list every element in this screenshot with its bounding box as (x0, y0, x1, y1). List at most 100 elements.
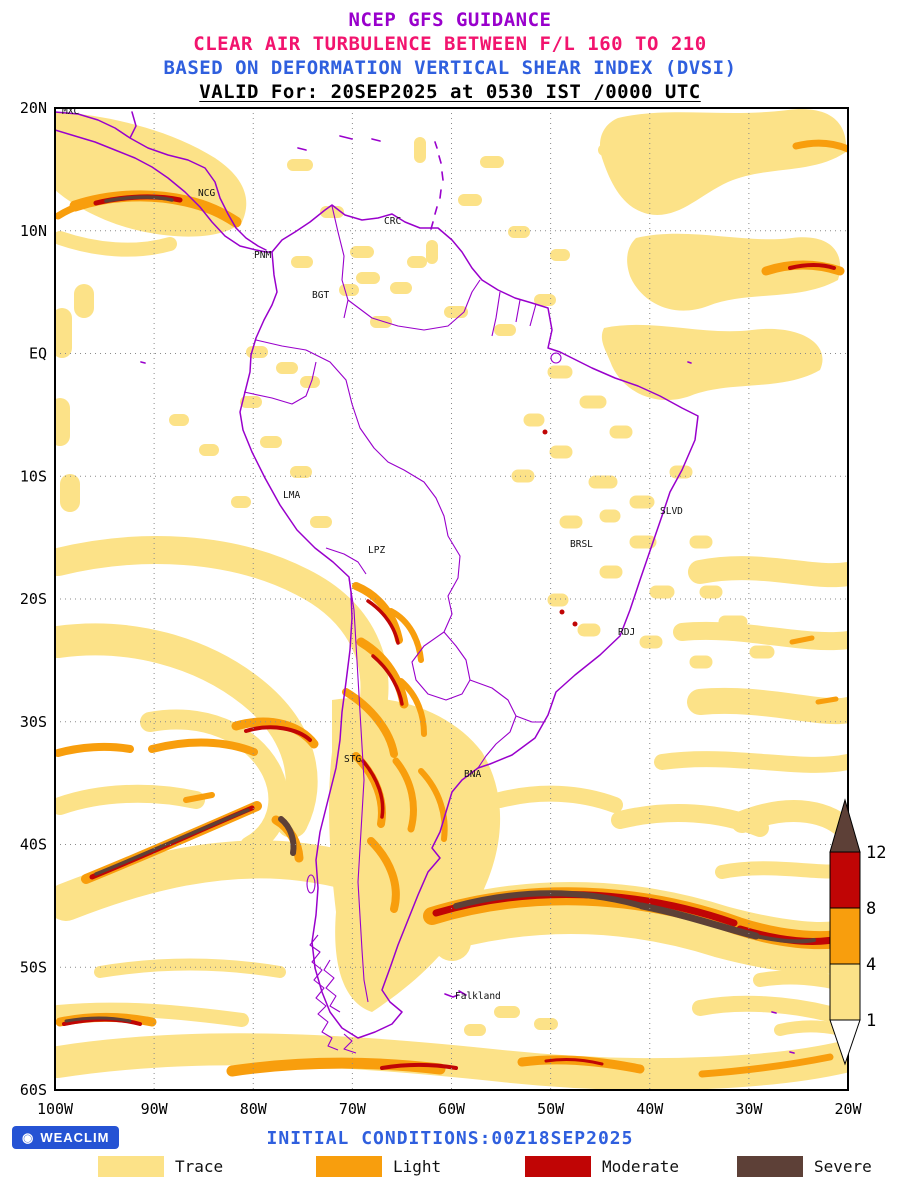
weaclim-logo-icon: ◉ (22, 1130, 35, 1145)
turbulence-light-layer (789, 635, 839, 705)
x-tick-label: 30W (735, 1100, 763, 1118)
colorbar: 12 8 4 1 (829, 798, 886, 1066)
legend-swatch-trace (98, 1156, 164, 1177)
station-label: PNM (254, 250, 271, 261)
colorbar-light-segment (829, 907, 861, 965)
x-tick-label: 100W (37, 1100, 74, 1118)
central-america-pacific-coast (55, 129, 273, 253)
turbulence-light-layer (352, 582, 403, 644)
station-label: STG (344, 754, 361, 765)
weaclim-logo: ◉ WEACLIM (12, 1126, 120, 1149)
country-borders (243, 205, 544, 1003)
x-axis-labels: 100W 90W 80W 70W 60W 50W 40W 30W 20W (37, 1100, 863, 1118)
turbulence-moderate-layer (542, 429, 548, 435)
turbulence-trace-layer (169, 129, 670, 1036)
severity-legend: Trace Light Moderate Severe (0, 1154, 900, 1186)
y-tick-label: 30S (20, 713, 47, 731)
legend-swatch-light (316, 1156, 382, 1177)
weaclim-logo-text: WEACLIM (40, 1130, 110, 1145)
y-tick-label: 10S (20, 467, 47, 485)
legend-label: Light (393, 1157, 442, 1176)
caribbean-islands (297, 135, 444, 230)
turbulence-trace-layer (140, 709, 289, 856)
turbulence-severe-layer (104, 195, 174, 203)
initial-conditions-text: INITIAL CONDITIONS:00Z18SEP2025 (266, 1128, 634, 1149)
chart-header: NCEP GFS GUIDANCE CLEAR AIR TURBULENCE B… (0, 8, 900, 104)
station-label: LMA (283, 490, 300, 501)
x-tick-label: 40W (636, 1100, 664, 1118)
y-tick-label: 20S (20, 590, 47, 608)
station-label: BRSL (570, 539, 593, 550)
y-tick-label: EQ (29, 345, 47, 363)
turbulence-trace-layer (55, 231, 177, 257)
turbulence-light-layer (148, 738, 258, 756)
turbulence-moderate-layer (62, 1017, 142, 1026)
legend-swatch-severe (737, 1156, 803, 1177)
station-label: Falkland (455, 991, 501, 1002)
station-label: LPZ (368, 545, 385, 556)
turbulence-light-layer (698, 1053, 834, 1078)
turbulence-severe-layer (64, 1016, 132, 1023)
turbulence-moderate-layer (544, 1058, 604, 1066)
grid-lines (55, 108, 848, 1090)
legend-label: Trace (175, 1157, 224, 1176)
turbulence-trace-layer (511, 365, 775, 669)
turbulence-trace-layer (55, 284, 94, 512)
colorbar-tick-label: 12 (866, 843, 886, 863)
south-america-coastline (239, 204, 699, 1039)
x-tick-label: 80W (240, 1100, 268, 1118)
y-tick-label: 20N (20, 99, 47, 117)
turbulence-trace-layer (55, 1002, 249, 1027)
turbulence-moderate-layer (366, 599, 400, 645)
colorbar-below-arrow (829, 1019, 861, 1066)
x-tick-label: 50W (537, 1100, 565, 1118)
title-valid-time: VALID For: 20SEP2025 at 0530 IST /0000 U… (199, 81, 701, 103)
chiloe-island (306, 874, 316, 894)
turbulence-light-layer (792, 139, 848, 153)
turbulence-trace-layer (55, 536, 389, 726)
turbulence-trace-layer (611, 804, 769, 837)
colorbar-trace-segment (829, 963, 861, 1021)
turbulence-light-layer (55, 742, 134, 757)
turbulence-light-layer (388, 608, 424, 663)
turbulence-moderate-layer (361, 759, 385, 819)
turbulence-trace-layer (627, 233, 841, 311)
legend-item-trace: Trace (98, 1156, 223, 1177)
coastlines (55, 111, 795, 1054)
turbulence-trace-layer (55, 784, 205, 815)
turbulence-light-layer (418, 768, 448, 842)
title-model: NCEP GFS GUIDANCE (348, 9, 552, 31)
station-labels: MXC NCG CRC PNM BGT LMA LPZ BRSL SLVD RDJ STG BNA Fa… (62, 106, 683, 1002)
legend-item-light: Light (316, 1156, 441, 1177)
x-tick-label: 90W (141, 1100, 169, 1118)
turbulence-trace-layer (55, 623, 318, 838)
legend-label: Severe (814, 1157, 872, 1176)
colorbar-tick-label: 8 (866, 899, 876, 919)
turbulence-light-layer (342, 688, 398, 758)
turbulence-light-layer (392, 757, 417, 833)
turbulence-trace-layer (715, 861, 848, 879)
marajo-island (550, 352, 562, 364)
title-method: BASED ON DEFORMATION VERTICAL SHEAR INDE… (163, 57, 737, 79)
legend-item-moderate: Moderate (525, 1156, 679, 1177)
y-tick-label: 60S (20, 1081, 47, 1099)
turbulence-trace-layer (492, 785, 623, 813)
station-label: BGT (312, 290, 329, 301)
turbulence-trace-layer (673, 621, 848, 651)
colorbar-tick-labels: 12 8 4 1 (866, 843, 886, 1031)
y-axis-labels: 20N 10N EQ 10S 20S 30S 40S 50S 60S (20, 99, 47, 1099)
turbulence-trace-layer (414, 137, 438, 264)
y-tick-label: 10N (20, 222, 47, 240)
x-tick-label: 20W (834, 1100, 862, 1118)
station-label: SLVD (660, 506, 683, 517)
colorbar-tick-label: 1 (866, 1011, 876, 1031)
turbulence-severe-layer (64, 195, 816, 1023)
turbulence-moderate-layer (572, 621, 578, 627)
turbulence-trace-layer (688, 556, 848, 588)
colorbar-moderate-segment (829, 851, 861, 909)
turbulence-trace-layer (94, 958, 286, 978)
title-product: CLEAR AIR TURBULENCE BETWEEN F/L 160 TO … (193, 33, 707, 55)
turbulence-moderate-layer (559, 609, 565, 615)
turbulence-trace-layer (687, 687, 848, 725)
